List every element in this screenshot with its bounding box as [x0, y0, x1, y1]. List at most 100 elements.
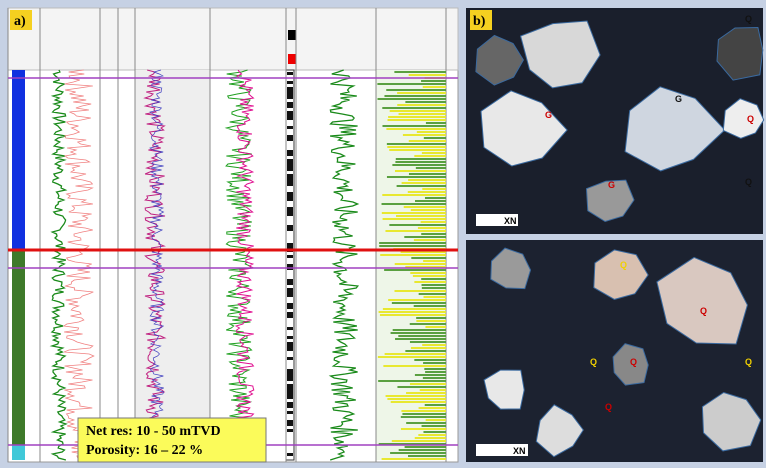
lithology-block: [287, 159, 293, 162]
grain: [480, 90, 568, 167]
lithology-block: [287, 72, 293, 75]
grain: [490, 247, 532, 290]
scale-box: [476, 214, 518, 226]
lithology-block: [287, 345, 293, 348]
log-header: [7, 7, 459, 71]
log-curve: [49, 69, 68, 461]
lithology-block: [287, 168, 293, 171]
grain-label: Q: [745, 177, 752, 187]
grain: [656, 256, 748, 345]
lithology-block: [287, 264, 293, 267]
grain: [716, 26, 764, 81]
lithology-block: [287, 87, 293, 90]
grain-label: G: [608, 180, 615, 190]
grain: [612, 343, 649, 386]
lithology-block: [287, 402, 293, 405]
grain-label: G: [545, 110, 552, 120]
lithology-block: [287, 375, 293, 378]
lithology-block: [287, 393, 293, 396]
lithology-block: [287, 102, 293, 105]
lithology-block: [287, 411, 293, 414]
lithology-block: [287, 243, 293, 246]
lithology-block: [287, 420, 293, 423]
zone-bar-base: [12, 445, 25, 460]
panel-label: b): [473, 14, 486, 29]
lithology-block: [287, 336, 293, 339]
grain: [585, 179, 635, 223]
grain: [483, 369, 525, 410]
log-curve: [62, 69, 95, 461]
grain: [593, 249, 649, 300]
lithology-block: [287, 117, 293, 120]
lithology-block: [287, 162, 293, 165]
grain: [701, 391, 762, 452]
grain-label: Q: [605, 402, 612, 412]
lithology-block: [287, 96, 293, 99]
lithology-block: [287, 213, 293, 216]
well-log-panel: a) Net res: 10 - 50 mTVD Porosity: 16 – …: [7, 7, 459, 463]
lithology-block: [287, 192, 293, 195]
lithology-block: [287, 369, 293, 372]
lithology-block: [287, 453, 293, 456]
lithology-block: [287, 105, 293, 108]
lithology-block: [287, 279, 293, 282]
lithology-block: [287, 291, 293, 294]
lithology-block: [287, 327, 293, 330]
lithology-block: [287, 111, 293, 114]
grain-label: Q: [745, 357, 752, 367]
annotation-box: [77, 417, 267, 463]
lithology-block: [287, 357, 293, 360]
lithology-block: [287, 174, 293, 177]
panel-label: a): [14, 14, 26, 29]
scale-label: XN: [504, 216, 517, 226]
lithology-block: [287, 153, 293, 156]
lithology-block: [287, 114, 293, 117]
lithology-block: [287, 138, 293, 141]
grain: [475, 34, 524, 86]
lithology-block: [287, 195, 293, 198]
lithology-block: [287, 177, 293, 180]
lithology-block: [287, 90, 293, 93]
grain-label: Q: [745, 14, 752, 24]
lithology-block: [287, 225, 293, 228]
lithology-block: [287, 348, 293, 351]
panel-label-box: [10, 10, 32, 30]
grain-label: Q: [700, 306, 707, 316]
lithology-block: [287, 135, 293, 138]
grain-label: Q: [630, 357, 637, 367]
annotation-text: Porosity: 16 – 22 %: [86, 443, 203, 458]
scale-box: [476, 444, 528, 456]
grain-label: Q: [620, 260, 627, 270]
grain: [535, 404, 584, 458]
track-shade: [135, 70, 210, 460]
lithology-block: [287, 207, 293, 210]
lithology-block: [287, 81, 293, 84]
lithology-block: [287, 180, 293, 183]
lithology-block: [287, 303, 293, 306]
lithology-block: [287, 315, 293, 318]
lithology-block: [287, 282, 293, 285]
lithology-block: [287, 342, 293, 345]
lithology-block: [287, 384, 293, 387]
lithology-block: [287, 246, 293, 249]
grain: [722, 98, 765, 139]
lithology-block: [287, 228, 293, 231]
lithology-block: [287, 198, 293, 201]
grain: [520, 20, 601, 89]
lithology-block: [287, 378, 293, 381]
zone-bar-lower: [12, 250, 25, 445]
lithology-block: [287, 126, 293, 129]
log-curve: [234, 69, 256, 461]
lithology-block: [287, 387, 293, 390]
panel-label-box: [470, 10, 492, 30]
log-curve: [328, 69, 360, 461]
lithology-block: [287, 93, 293, 96]
lithology-block: [287, 306, 293, 309]
lithology-block: [287, 372, 293, 375]
lithology-block: [287, 390, 293, 393]
grain-label: Q: [747, 114, 754, 124]
lithology-block: [287, 429, 293, 432]
lithology-block: [287, 150, 293, 153]
grain: [624, 86, 726, 172]
